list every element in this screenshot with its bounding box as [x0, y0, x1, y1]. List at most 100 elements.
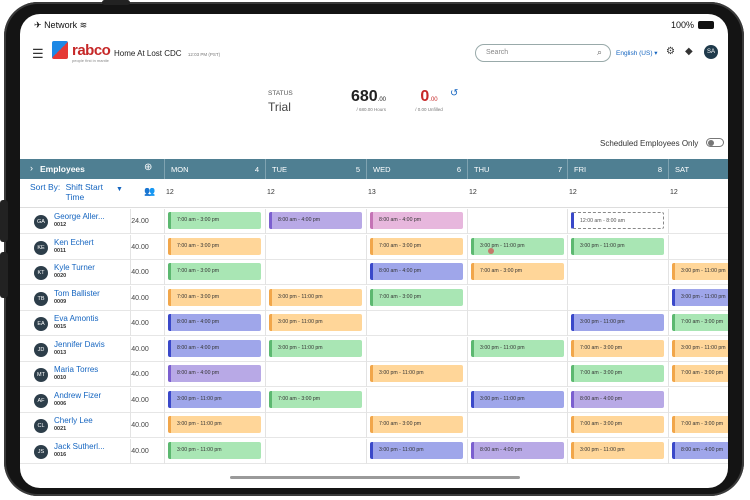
shift-block[interactable]: 7:00 am - 3:00 pm — [370, 237, 463, 255]
column-divider — [567, 234, 568, 260]
unfilled-value: 0 — [420, 88, 430, 105]
shift-block[interactable]: 7:00 am - 3:00 pm — [471, 263, 564, 280]
column-divider — [130, 285, 131, 311]
employee-name-link[interactable]: Jennifer Davis — [54, 339, 105, 349]
shift-block[interactable]: 7:00 am - 3:00 pm — [168, 288, 261, 306]
employee-name-link[interactable]: Tom Ballister — [54, 288, 100, 298]
day-header-wed[interactable]: WED 6 — [366, 159, 467, 179]
column-divider — [467, 336, 468, 362]
language-select[interactable]: English (US) ▾ — [616, 50, 658, 57]
shift-block[interactable]: 7:00 am - 3:00 pm — [370, 416, 463, 433]
shift-block[interactable]: 3:00 pm - 11:00 pm — [672, 263, 728, 280]
caret-down-icon[interactable]: ▼ — [116, 186, 123, 193]
location-label[interactable]: Home At Lost CDC 12:03 PM (PST) — [114, 49, 220, 58]
employee-name-link[interactable]: Jack Sutherl... — [54, 441, 105, 451]
sort-by-control[interactable]: Sort By: Shift Start Time — [30, 182, 103, 202]
employee-name-link[interactable]: George Aller... — [54, 212, 105, 221]
notifications-icon[interactable]: ◆ — [685, 46, 693, 57]
day-name: THU — [474, 165, 490, 174]
employee-id: 0013 — [54, 349, 67, 356]
day-header-tue[interactable]: TUE 5 — [265, 159, 366, 179]
employee-name-link[interactable]: Cherly Lee — [54, 416, 93, 425]
unfilled-decimal: .00 — [429, 97, 438, 103]
column-divider — [366, 438, 367, 464]
column-divider — [164, 209, 165, 234]
column-divider — [265, 234, 266, 260]
shift-block[interactable]: 3:00 pm - 11:00 pm — [269, 314, 362, 331]
column-divider — [366, 413, 367, 438]
wifi-icon: ≋ — [79, 20, 88, 30]
shift-block[interactable]: 3:00 pm - 11:00 pm — [571, 441, 664, 459]
add-employee-icon[interactable]: ⊕ — [144, 162, 153, 173]
shift-block[interactable]: 3:00 pm - 11:00 pm — [672, 288, 728, 306]
shift-block[interactable]: 8:00 am - 4:00 pm — [168, 339, 261, 357]
shift-block[interactable]: 8:00 am - 4:00 pm — [571, 390, 664, 408]
shift-block[interactable]: 7:00 am - 3:00 pm — [370, 288, 463, 306]
shift-block[interactable]: 8:00 am - 4:00 pm — [269, 212, 362, 229]
logo-mark-icon — [52, 41, 68, 59]
employee-id: 0006 — [54, 400, 67, 407]
schedule-summary: STATUS Trial 680.00 / 680.00 Hours 0.00 … — [268, 84, 528, 124]
settings-icon[interactable]: ⚙ — [666, 46, 675, 57]
menu-icon[interactable]: ☰ — [32, 46, 44, 61]
shift-block[interactable]: 7:00 am - 3:00 pm — [571, 365, 664, 382]
shift-block[interactable]: 7:00 am - 3:00 pm — [168, 237, 261, 255]
shift-block[interactable]: 3:00 pm - 11:00 pm — [370, 365, 463, 382]
search-input[interactable]: Search ⌕ — [475, 44, 611, 62]
shift-block[interactable]: 7:00 am - 3:00 pm — [672, 416, 728, 433]
shift-block[interactable]: 3:00 pm - 11:00 pm — [269, 339, 362, 357]
shift-block[interactable]: 7:00 am - 3:00 pm — [168, 212, 261, 229]
column-divider — [567, 413, 568, 438]
day-staff-count: 12 — [670, 189, 678, 196]
shift-block[interactable]: 7:00 am - 3:00 pm — [168, 263, 261, 280]
home-indicator — [230, 476, 520, 479]
column-divider — [265, 285, 266, 311]
day-date: 6 — [456, 165, 461, 174]
shift-block[interactable]: 3:00 pm - 11:00 pm — [672, 339, 728, 357]
shift-block[interactable]: 8:00 am - 4:00 pm — [672, 441, 728, 459]
scheduled-only-toggle[interactable] — [706, 138, 724, 147]
shift-block[interactable]: 3:00 pm - 11:00 pm — [571, 314, 664, 331]
refresh-icon[interactable]: ↺ — [450, 88, 459, 99]
column-divider — [668, 362, 669, 387]
shift-block[interactable]: 8:00 am - 4:00 pm — [370, 263, 463, 280]
day-header-fri[interactable]: FRI 8 — [567, 159, 668, 179]
shift-block[interactable]: 3:00 pm - 11:00 pm — [471, 339, 564, 357]
day-header-thu[interactable]: THU 7 — [467, 159, 568, 179]
column-divider — [164, 311, 165, 336]
employee-name-link[interactable]: Maria Torres — [54, 365, 99, 374]
shift-block[interactable]: 3:00 pm - 11:00 pm — [471, 390, 564, 408]
column-divider — [164, 362, 165, 387]
shift-block[interactable]: 3:00 pm - 11:00 pm — [571, 237, 664, 255]
day-name: WED — [373, 165, 391, 174]
employee-name-link[interactable]: Eva Amontis — [54, 314, 99, 323]
shift-block[interactable]: 3:00 pm - 11:00 pm — [168, 390, 261, 408]
shift-block[interactable]: 3:00 pm - 11:00 pm — [471, 237, 564, 255]
employee-name-link[interactable]: Andrew Fizer — [54, 390, 102, 400]
shift-block[interactable]: 8:00 am - 4:00 pm — [168, 314, 261, 331]
shift-block[interactable]: 3:00 pm - 11:00 pm — [370, 441, 463, 459]
chevron-right-icon[interactable]: › — [30, 163, 33, 173]
day-header-sat[interactable]: SAT — [668, 159, 728, 179]
shift-block[interactable]: 3:00 pm - 11:00 pm — [168, 441, 261, 459]
shift-block[interactable]: 3:00 pm - 11:00 pm — [168, 416, 261, 433]
day-header-mon[interactable]: MON 4 — [164, 159, 265, 179]
shift-block[interactable]: 8:00 am - 4:00 pm — [370, 212, 463, 229]
column-divider — [130, 413, 131, 438]
employee-id: 0021 — [54, 426, 67, 432]
employee-name-link[interactable]: Kyle Turner — [54, 263, 95, 272]
user-avatar[interactable]: SA — [704, 45, 718, 59]
shift-block[interactable]: 7:00 am - 3:00 pm — [269, 390, 362, 408]
shift-block[interactable]: 8:00 am - 4:00 pm — [471, 441, 564, 459]
shift-block[interactable]: 7:00 am - 3:00 pm — [672, 365, 728, 382]
column-divider — [567, 362, 568, 387]
shift-block[interactable]: 12:00 am - 8:00 am — [571, 212, 664, 229]
employee-name-link[interactable]: Ken Echert — [54, 237, 94, 247]
shift-block[interactable]: 7:00 am - 3:00 pm — [571, 339, 664, 357]
day-name: FRI — [574, 165, 587, 174]
shift-block[interactable]: 7:00 am - 3:00 pm — [571, 416, 664, 433]
shift-block[interactable]: 7:00 am - 3:00 pm — [672, 314, 728, 331]
shift-block[interactable]: 3:00 pm - 11:00 pm — [269, 288, 362, 306]
shift-block[interactable]: 8:00 am - 4:00 pm — [168, 365, 261, 382]
employee-avatar: AF — [34, 393, 48, 408]
